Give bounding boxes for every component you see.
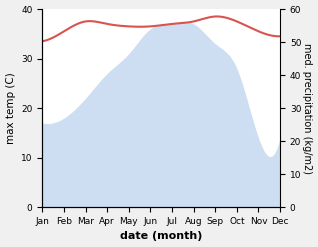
Y-axis label: med. precipitation (kg/m2): med. precipitation (kg/m2) (302, 43, 313, 174)
Y-axis label: max temp (C): max temp (C) (5, 72, 16, 144)
X-axis label: date (month): date (month) (120, 231, 203, 242)
